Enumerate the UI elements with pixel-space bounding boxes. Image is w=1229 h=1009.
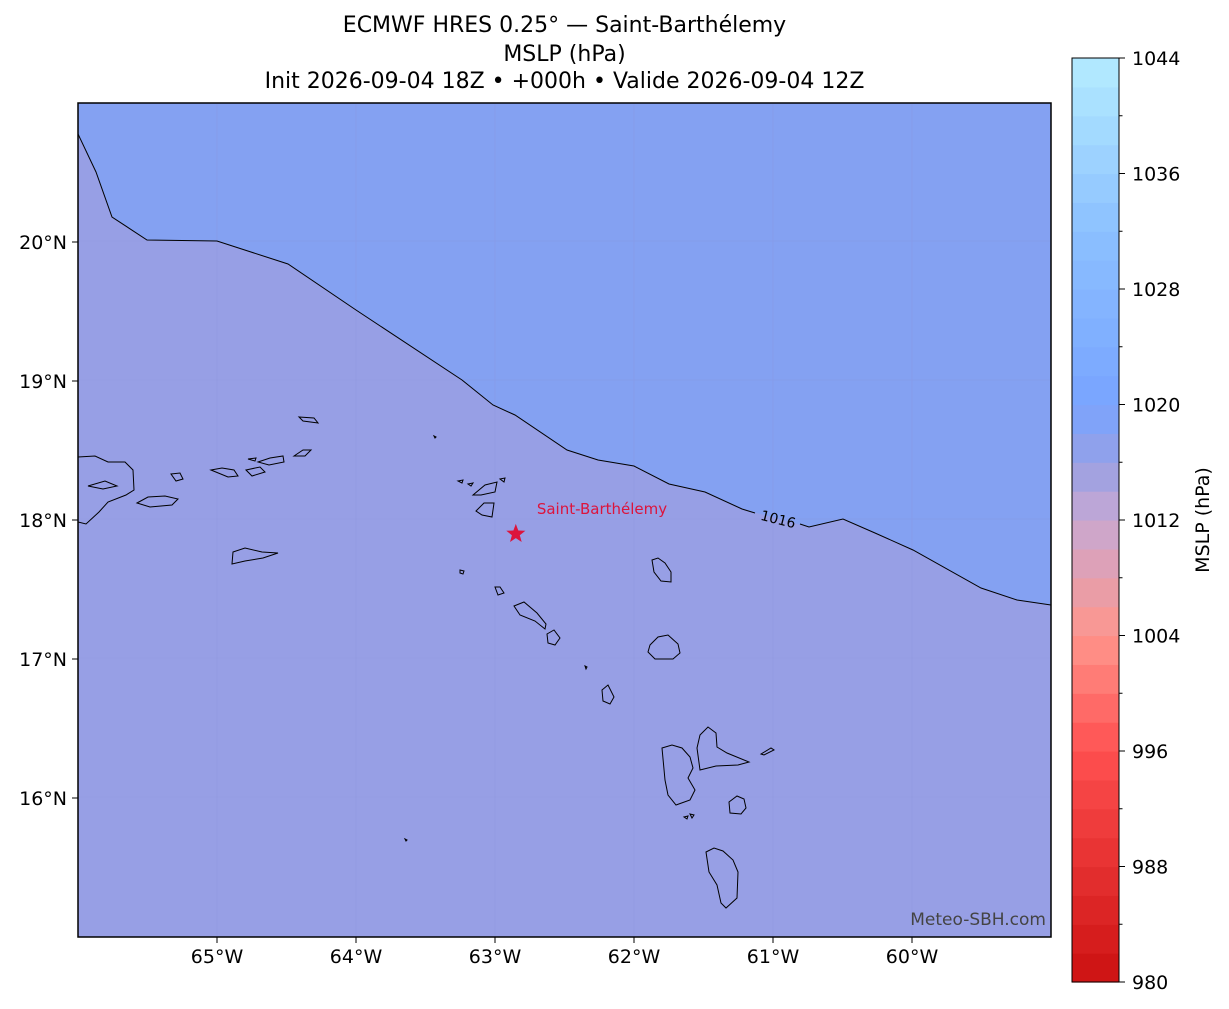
latitude-axis: 20°N 19°N 18°N 17°N 16°N	[19, 232, 78, 810]
lat-tick-label: 19°N	[19, 371, 67, 393]
colorbar-segment	[1072, 491, 1119, 521]
colorbar-tick-label: 1028	[1132, 279, 1180, 301]
colorbar-tick-label: 1044	[1132, 48, 1180, 70]
lat-tick-label: 20°N	[19, 232, 67, 254]
colorbar-tick-label: 980	[1132, 972, 1168, 994]
colorbar-segment	[1072, 606, 1119, 637]
colorbar-segment	[1072, 260, 1119, 290]
lat-tick-label: 17°N	[19, 649, 67, 671]
high-pressure-area	[78, 103, 1051, 605]
colorbar-tick-label: 1004	[1132, 626, 1180, 648]
colorbar-segment	[1072, 953, 1119, 983]
colorbar-segment	[1072, 808, 1119, 839]
coastlines	[78, 416, 775, 909]
colorbar-segment	[1072, 433, 1119, 463]
colorbar-segment	[1072, 375, 1119, 406]
colorbar-segment	[1072, 895, 1119, 925]
star-icon	[506, 523, 526, 542]
colorbar-segment	[1072, 231, 1119, 261]
colorbar-segment	[1072, 779, 1119, 810]
lon-tick-label: 60°W	[886, 946, 939, 968]
lon-tick-label: 64°W	[330, 946, 383, 968]
location-label: Saint-Barthélemy	[537, 500, 667, 518]
colorbar-segment	[1072, 577, 1119, 608]
map-variable: MSLP (hPa)	[503, 42, 626, 67]
colorbar-segment	[1072, 751, 1119, 781]
colorbar-segment	[1072, 548, 1119, 579]
lat-tick-label: 16°N	[19, 788, 67, 810]
colorbar-segment	[1072, 58, 1119, 88]
lon-tick-label: 61°W	[747, 946, 800, 968]
colorbar-segment	[1072, 462, 1119, 492]
colorbar	[1072, 58, 1119, 983]
map-title: ECMWF HRES 0.25° — Saint-Barthélemy	[342, 13, 787, 38]
colorbar-segment	[1072, 202, 1119, 232]
colorbar-segment	[1072, 866, 1119, 896]
map-run-info: Init 2026-09-04 18Z • +000h • Valide 202…	[264, 69, 865, 94]
colorbar-segment	[1072, 664, 1119, 694]
lon-tick-label: 65°W	[191, 946, 244, 968]
colorbar-segment	[1072, 144, 1119, 175]
lon-tick-label: 63°W	[469, 946, 522, 968]
colorbar-tick-label: 1012	[1132, 510, 1180, 532]
colorbar-tick-label: 996	[1132, 741, 1168, 763]
lon-tick-label: 62°W	[608, 946, 661, 968]
colorbar-segment	[1072, 317, 1119, 348]
colorbar-tick-label: 988	[1132, 857, 1168, 879]
colorbar-tick-label: 1036	[1132, 164, 1180, 186]
colorbar-segment	[1072, 722, 1119, 752]
colorbar-segment	[1072, 173, 1119, 203]
colorbar-segment	[1072, 289, 1119, 319]
colorbar-ticks: 1044 1036 1028 1020 1012 1004 996 988 980	[1119, 48, 1180, 994]
colorbar-segment	[1072, 346, 1119, 377]
watermark: Meteo-SBH.com	[910, 910, 1046, 930]
colorbar-segment	[1072, 404, 1119, 434]
colorbar-tick-label: 1020	[1132, 395, 1180, 417]
colorbar-segment	[1072, 924, 1119, 954]
colorbar-segment	[1072, 837, 1119, 868]
colorbar-segment	[1072, 86, 1119, 117]
colorbar-segment	[1072, 693, 1119, 723]
isobar-1016	[78, 133, 1051, 606]
location-marker	[506, 523, 526, 542]
longitude-axis: 65°W 64°W 63°W 62°W 61°W 60°W	[191, 937, 939, 968]
colorbar-segment	[1072, 115, 1119, 146]
grid-lines	[78, 103, 1051, 937]
colorbar-label: MSLP (hPa)	[1192, 467, 1214, 573]
lat-tick-label: 18°N	[19, 510, 67, 532]
colorbar-segment	[1072, 635, 1119, 665]
colorbar-segment	[1072, 520, 1119, 550]
